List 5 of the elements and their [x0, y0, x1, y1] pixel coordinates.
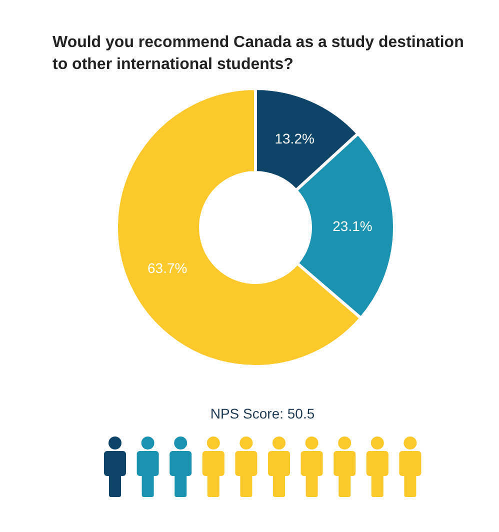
data-label: 23.1% [332, 218, 372, 234]
chart-title: Would you recommend Canada as a study destination to other international students? [52, 34, 464, 73]
text: NPS Score: 50.5 [210, 406, 315, 422]
data-label: 63.7% [148, 260, 188, 276]
data-label: 13.2% [274, 130, 314, 147]
